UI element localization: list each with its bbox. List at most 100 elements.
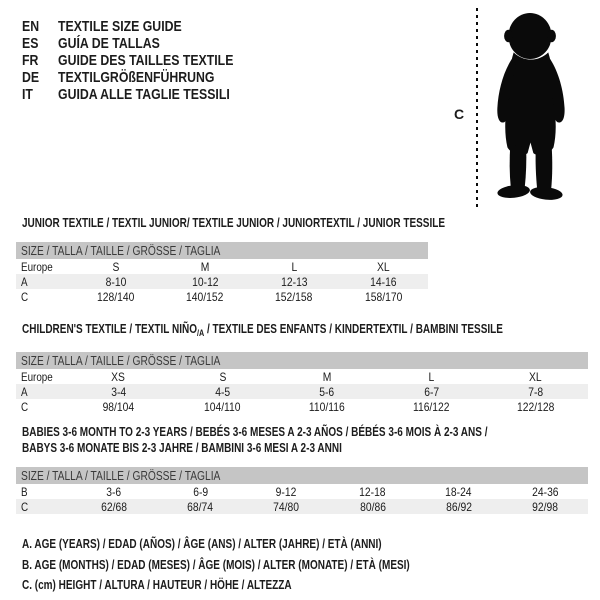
size-value-cell: 18-24 [416, 484, 502, 499]
size-value: 7-8 [528, 384, 544, 399]
size-value-cell: 68/74 [157, 499, 244, 514]
size-value-cell: M [275, 369, 379, 384]
size-value: 74/80 [273, 499, 300, 514]
size-value: 12-18 [359, 484, 386, 499]
table-row: Europe XS S M L XL [16, 369, 588, 384]
section-title-children: CHILDREN'S TEXTILE / TEXTIL NIÑO/A / TEX… [22, 321, 600, 341]
row-label-text: C [21, 499, 29, 514]
childrens-size-table: SIZE / TALLA / TAILLE / GRÖSSE / TAGLIA E… [16, 352, 588, 414]
size-value: 92/98 [531, 499, 558, 514]
size-value-cell: 7-8 [483, 384, 588, 399]
size-value: 12-13 [280, 274, 308, 289]
size-value: XL [529, 369, 543, 384]
size-value-cell: 9-12 [243, 484, 329, 499]
language-row-en: EN TEXTILE SIZE GUIDE [22, 18, 272, 35]
size-value-cell: 3-4 [66, 384, 171, 399]
section-title-line1: BABIES 3-6 MONTH TO 2-3 YEARS / BEBÉS 3-… [22, 425, 488, 439]
size-value-cell: 62/68 [71, 499, 158, 514]
table-row: C 128/140 140/152 152/158 158/170 [16, 289, 428, 304]
size-value: 62/68 [101, 499, 127, 514]
row-label-text: A [21, 274, 28, 289]
size-value: 6-7 [423, 384, 439, 399]
size-value-cell: XS [66, 369, 170, 384]
size-value: M [200, 259, 210, 274]
size-value: 5-6 [319, 384, 335, 399]
footnote-text: A. AGE (YEARS) / EDAD (AÑOS) / ÂGE (ANS)… [22, 537, 382, 551]
size-header-text: SIZE / TALLA / TAILLE / GRÖSSE / TAGLIA [21, 468, 221, 483]
section-title-junior: JUNIOR TEXTILE / TEXTIL JUNIOR/ TEXTILE … [22, 215, 600, 231]
size-value-cell: 4-5 [170, 384, 275, 399]
size-value-cell: 74/80 [243, 499, 330, 514]
row-label: C [16, 399, 66, 414]
size-value-cell: 5-6 [274, 384, 380, 399]
size-value: 4-5 [215, 384, 231, 399]
language-row-de: DE TEXTILGRÖßENFÜHRUNG [22, 69, 272, 86]
table-row: Europe S M L XL [16, 259, 428, 274]
height-measure-label: C [454, 106, 465, 122]
size-value: 14-16 [370, 274, 397, 289]
size-value: 80/86 [359, 499, 386, 514]
title-subscript: /A [196, 328, 205, 338]
row-label: Europe [16, 369, 66, 384]
size-value-cell: M [160, 259, 249, 274]
table-row: B 3-6 6-9 9-12 12-18 18-24 24-36 [16, 484, 588, 499]
language-row-es: ES GUÍA DE TALLAS [22, 35, 272, 52]
table-row: A 8-10 10-12 12-13 14-16 [16, 274, 428, 289]
row-label: B [16, 484, 71, 499]
size-value-cell: 122/128 [484, 399, 588, 414]
size-value: 9-12 [276, 484, 297, 499]
size-value: 110/116 [309, 399, 345, 414]
row-label: C [16, 289, 71, 304]
size-value-cell: 14-16 [338, 274, 428, 289]
size-value: XS [111, 369, 126, 384]
size-value: 152/158 [275, 289, 313, 304]
size-value: 6-9 [192, 484, 208, 499]
table-row: C 98/104 104/110 110/116 116/122 122/128 [16, 399, 588, 414]
size-header-text: SIZE / TALLA / TAILLE / GRÖSSE / TAGLIA [21, 353, 221, 368]
footnote-age-years: A. AGE (YEARS) / EDAD (AÑOS) / ÂGE (ANS)… [22, 534, 507, 555]
size-value-cell: 86/92 [415, 499, 502, 514]
size-value: 122/128 [517, 399, 555, 414]
size-value-cell: XL [484, 369, 588, 384]
size-header-row: SIZE / TALLA / TAILLE / GRÖSSE / TAGLIA [16, 352, 588, 369]
guide-title-fr: GUIDE DES TAILLES TEXTILE [58, 52, 234, 69]
size-value-cell: 140/152 [160, 289, 249, 304]
row-label-text: Europe [21, 259, 53, 274]
row-label: A [16, 274, 71, 289]
size-value-cell: 92/98 [501, 499, 588, 514]
section-title-text: CHILDREN'S TEXTILE / TEXTIL NIÑO/A / TEX… [22, 321, 503, 341]
legend-footnotes: A. AGE (YEARS) / EDAD (AÑOS) / ÂGE (ANS)… [22, 534, 507, 596]
height-dotted-line [476, 8, 478, 208]
size-value-cell: S [71, 259, 160, 274]
baby-silhouette-icon [497, 12, 565, 200]
row-label-text: Europe [21, 369, 53, 384]
size-value-cell: 3-6 [71, 484, 157, 499]
size-value: S [219, 369, 227, 384]
size-value-cell: 98/104 [66, 399, 170, 414]
footnote-age-months: B. AGE (MONTHS) / EDAD (MESES) / ÂGE (MO… [22, 555, 507, 576]
row-label-text: C [21, 399, 29, 414]
height-measure-figure: C [440, 0, 600, 215]
size-value-cell: 110/116 [275, 399, 379, 414]
guide-title-it: GUIDA ALLE TAGLIE TESSILI [58, 86, 230, 103]
row-label-text: A [21, 384, 28, 399]
size-header-row: SIZE / TALLA / TAILLE / GRÖSSE / TAGLIA [16, 242, 428, 259]
size-header-cell: SIZE / TALLA / TAILLE / GRÖSSE / TAGLIA [16, 352, 588, 369]
babies-size-table: SIZE / TALLA / TAILLE / GRÖSSE / TAGLIA B… [16, 467, 588, 514]
size-value: 10-12 [191, 274, 219, 289]
size-value-cell: XL [339, 259, 428, 274]
table-row: C 62/68 68/74 74/80 80/86 86/92 92/98 [16, 499, 588, 514]
size-value: 68/74 [187, 499, 214, 514]
guide-title-es: GUÍA DE TALLAS [58, 35, 160, 52]
guide-title-en: TEXTILE SIZE GUIDE [58, 18, 182, 35]
guide-title-de: TEXTILGRÖßENFÜHRUNG [58, 69, 215, 86]
size-value-cell: 80/86 [329, 499, 416, 514]
section-title-line2: BABYS 3-6 MONATE BIS 2-3 JAHRE / BAMBINI… [22, 441, 342, 455]
size-value-cell: 116/122 [379, 399, 483, 414]
language-title-list: EN TEXTILE SIZE GUIDE ES GUÍA DE TALLAS … [22, 18, 272, 103]
size-value-cell: 12-13 [249, 274, 339, 289]
row-label: A [16, 384, 66, 399]
size-value-cell: 8-10 [71, 274, 161, 289]
size-value-cell: L [379, 369, 483, 384]
